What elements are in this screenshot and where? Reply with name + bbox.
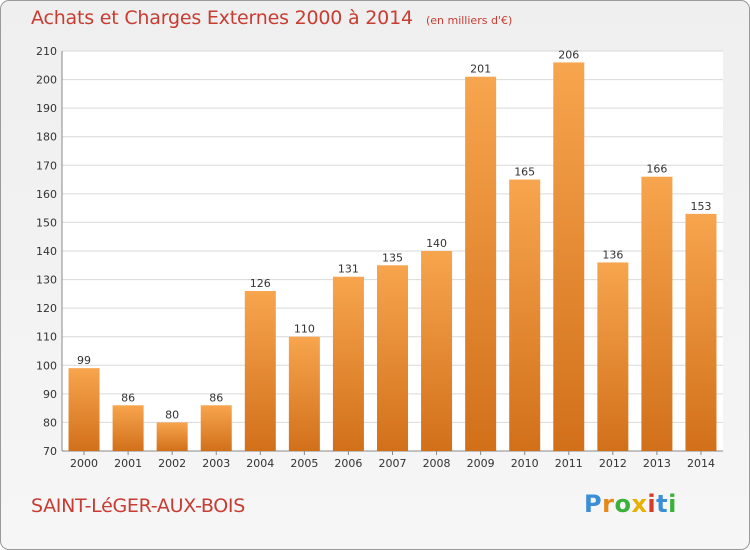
- data-label: 201: [470, 63, 491, 76]
- unit-note: (en milliers d'€): [425, 14, 513, 27]
- bar-2010: [509, 179, 541, 452]
- data-label: 80: [165, 408, 179, 421]
- chart-title: Achats et Charges Externes 2000 à 2014: [31, 7, 413, 29]
- town-name: SAINT-LéGER-AUX-BOIS: [31, 495, 245, 517]
- y-tick-label: 150: [36, 216, 57, 229]
- title-row: Achats et Charges Externes 2000 à 2014 (…: [31, 7, 512, 29]
- data-label: 136: [602, 248, 623, 261]
- bar-2005: [288, 336, 320, 451]
- data-label: 86: [121, 391, 135, 404]
- logo-letter: t: [656, 490, 669, 518]
- logo-letter: P: [584, 490, 603, 518]
- y-tick-label: 110: [36, 331, 57, 344]
- y-tick-label: 170: [36, 159, 57, 172]
- data-label: 131: [338, 263, 359, 276]
- y-tick-label: 100: [36, 359, 57, 372]
- bar-2009: [465, 76, 497, 451]
- x-tick-label: 2010: [511, 457, 539, 470]
- x-tick-label: 2006: [334, 457, 362, 470]
- data-label: 153: [690, 200, 711, 213]
- x-tick-label: 2008: [423, 457, 451, 470]
- bar-2001: [112, 405, 144, 451]
- x-tick-label: 2014: [687, 457, 715, 470]
- x-tick-label: 2000: [70, 457, 98, 470]
- y-tick-label: 200: [36, 74, 57, 87]
- y-tick-label: 70: [43, 445, 57, 458]
- data-label: 99: [77, 354, 91, 367]
- x-tick-label: 2004: [246, 457, 274, 470]
- y-tick-label: 210: [36, 45, 57, 58]
- y-tick-label: 80: [43, 416, 57, 429]
- proxiti-logo: Proxiti: [584, 490, 677, 518]
- x-tick-label: 2013: [643, 457, 671, 470]
- logo-letter: x: [631, 490, 648, 518]
- x-tick-label: 2007: [379, 457, 407, 470]
- data-label: 140: [426, 237, 447, 250]
- data-label: 206: [558, 48, 579, 61]
- bar-2012: [597, 262, 629, 451]
- logo-letter: i: [647, 490, 657, 518]
- data-label: 166: [646, 163, 667, 176]
- bar-2008: [421, 251, 453, 451]
- data-label: 86: [209, 391, 223, 404]
- y-tick-label: 130: [36, 274, 57, 287]
- data-label: 135: [382, 251, 403, 264]
- logo-letter: o: [614, 490, 632, 518]
- y-tick-label: 190: [36, 102, 57, 115]
- logo-letter: i: [668, 490, 677, 518]
- bar-2000: [68, 368, 100, 451]
- bar-2004: [244, 291, 276, 451]
- bar-2007: [377, 265, 408, 451]
- data-label: 165: [514, 166, 535, 179]
- bar-2006: [332, 276, 364, 451]
- x-tick-label: 2005: [290, 457, 318, 470]
- data-label: 126: [250, 277, 271, 290]
- bar-2014: [685, 213, 717, 451]
- bar-2013: [641, 176, 673, 451]
- x-tick-label: 2009: [467, 457, 495, 470]
- y-tick-label: 160: [36, 188, 57, 201]
- y-tick-label: 140: [36, 245, 57, 258]
- bar-2003: [200, 405, 232, 451]
- logo-letter: r: [602, 490, 615, 518]
- bar-2002: [156, 422, 188, 451]
- y-tick-label: 90: [43, 388, 57, 401]
- x-tick-label: 2011: [555, 457, 583, 470]
- bar-2011: [553, 62, 585, 452]
- y-tick-label: 180: [36, 131, 57, 144]
- x-tick-label: 2001: [114, 457, 142, 470]
- y-tick-label: 120: [36, 302, 57, 315]
- x-tick-label: 2012: [599, 457, 627, 470]
- data-label: 110: [294, 323, 315, 336]
- x-tick-label: 2002: [158, 457, 186, 470]
- x-tick-label: 2003: [202, 457, 230, 470]
